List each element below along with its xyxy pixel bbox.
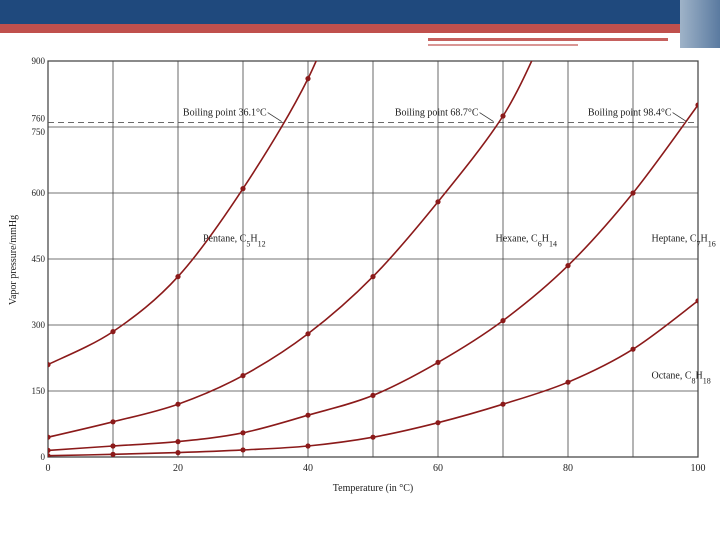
y-tick-label: 600: [32, 188, 46, 198]
series-label-pentane: Pentane, C5H12: [203, 233, 266, 248]
hexane-point: [240, 373, 246, 379]
vapor-pressure-chart: 0 20 40 60 80 100 0 150 300 450 600 750 760 900 Boili…: [8, 56, 716, 494]
heptane-point: [565, 263, 571, 269]
series-label-heptane: Heptane, C7H16: [652, 233, 716, 248]
heptane-point: [305, 412, 311, 418]
x-tick-label: 80: [563, 463, 573, 474]
x-tick-label: 0: [46, 463, 51, 474]
y-tick-label: 760: [32, 114, 46, 124]
boiling-point-label: Boiling point 68.7°C: [395, 108, 479, 119]
formula-subscript: 14: [549, 239, 557, 248]
boiling-point-leader: [672, 112, 687, 122]
formula-text: H: [542, 233, 549, 244]
formula-subscript: 18: [703, 376, 711, 385]
pentane-point: [305, 76, 311, 82]
boiling-point-leader: [479, 112, 494, 122]
heptane-point: [695, 102, 698, 108]
curve-heptane: [48, 104, 698, 452]
accent-stripe: [0, 24, 700, 33]
formula-text: Heptane, C: [652, 233, 697, 244]
formula-subscript: 8: [692, 376, 696, 385]
hexane-point: [435, 199, 441, 205]
heptane-point: [110, 443, 116, 449]
formula-text: Hexane, C: [496, 233, 539, 244]
octane-point: [630, 346, 636, 352]
octane-point: [175, 450, 181, 456]
formula-subscript: 5: [246, 239, 250, 248]
formula-subscript: 6: [538, 239, 542, 248]
y-tick-label: 0: [41, 452, 46, 462]
curve-hexane: [48, 61, 533, 438]
x-axis-label: Temperature (in °C): [333, 483, 414, 494]
series-labels: Pentane, C5H12 Hexane, C6H14 Heptane, C7H1…: [203, 233, 716, 385]
series-label-hexane: Hexane, C6H14: [496, 233, 557, 248]
x-tick-label: 60: [433, 463, 443, 474]
formula-text: H: [701, 233, 708, 244]
formula-text: H: [250, 233, 257, 244]
series-label-octane: Octane, C8H18: [652, 371, 711, 386]
formula-text: Octane, C: [652, 371, 692, 382]
heptane-point: [48, 447, 51, 453]
formula-text: Pentane, C: [203, 233, 247, 244]
hexane-point: [305, 331, 311, 337]
boiling-point-label: Boiling point 36.1°C: [183, 108, 267, 119]
y-tick-label: 150: [32, 386, 46, 396]
pentane-point: [48, 362, 51, 368]
octane-point: [435, 420, 441, 426]
heptane-point: [630, 190, 636, 196]
heptane-point: [435, 359, 441, 365]
curve-pentane: [48, 61, 318, 366]
x-tick-label: 100: [691, 463, 706, 474]
formula-text: H: [696, 371, 703, 382]
heptane-point: [500, 318, 506, 324]
formula-subscript: 7: [697, 239, 701, 248]
heptane-point: [175, 439, 181, 445]
octane-point: [240, 447, 246, 453]
octane-point: [110, 451, 116, 457]
accent-line: [428, 38, 668, 41]
formula-subscript: 12: [258, 239, 266, 248]
annotations: Boiling point 36.1°C Boiling point 68.7°C…: [183, 108, 687, 122]
octane-point: [695, 298, 698, 304]
y-tick-label: 750: [32, 127, 46, 137]
y-tick-label: 900: [32, 56, 46, 66]
hexane-point: [370, 274, 376, 280]
octane-point: [500, 401, 506, 407]
heptane-point: [240, 430, 246, 436]
octane-point: [370, 434, 376, 440]
hexane-point: [48, 434, 51, 440]
tick-labels: 0 20 40 60 80 100 0 150 300 450 600 750 760 900: [32, 56, 706, 474]
title-banner: [0, 0, 720, 24]
banner-corner: [680, 0, 720, 48]
grid: [47, 60, 699, 458]
boiling-point-label: Boiling point 98.4°C: [588, 108, 672, 119]
hexane-point: [175, 401, 181, 407]
x-tick-label: 40: [303, 463, 313, 474]
y-axis-label: Vapor pressure/mmHg: [8, 215, 19, 305]
pentane-point: [240, 186, 246, 192]
formula-subscript: 16: [708, 239, 716, 248]
octane-point: [565, 379, 571, 385]
hexane-point: [110, 419, 116, 425]
octane-point: [48, 453, 51, 457]
boiling-point-leader: [267, 112, 282, 122]
octane-point: [305, 443, 311, 449]
heptane-point: [370, 392, 376, 398]
curves: [48, 61, 698, 457]
y-tick-label: 450: [32, 254, 46, 264]
pentane-point: [175, 274, 181, 280]
y-tick-label: 300: [32, 320, 46, 330]
accent-line-thin: [428, 44, 578, 46]
pentane-point: [110, 329, 116, 335]
hexane-point: [500, 113, 506, 119]
x-tick-label: 20: [173, 463, 183, 474]
